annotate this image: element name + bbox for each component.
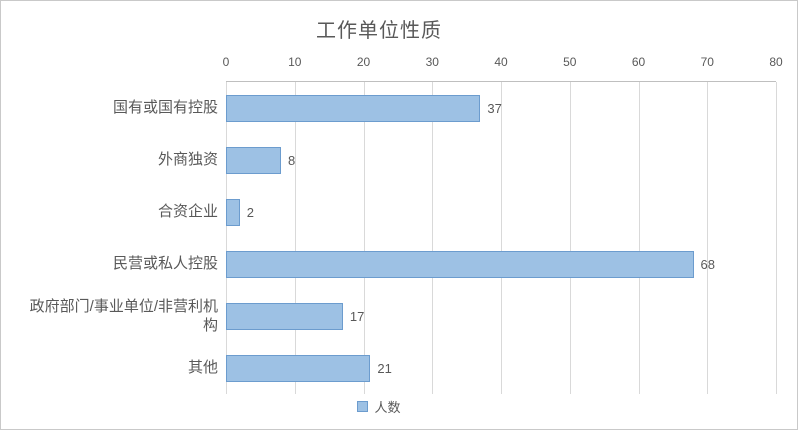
value-label: 21 bbox=[377, 360, 392, 376]
value-label: 2 bbox=[246, 204, 254, 220]
legend: 人数 bbox=[1, 397, 757, 416]
gridline bbox=[638, 82, 640, 394]
x-tick-label: 10 bbox=[288, 55, 302, 69]
category-label: 民营或私人控股 bbox=[112, 255, 218, 273]
x-tick-label: 80 bbox=[769, 55, 783, 69]
gridline bbox=[226, 82, 227, 394]
bar-rows: 国有或国有控股 37 外商独资 8 合资企业 2 民营或私人控股 68 政府部门… bbox=[30, 82, 776, 394]
gridline bbox=[432, 82, 434, 394]
value-label: 8 bbox=[288, 152, 296, 168]
category-label: 其他 bbox=[187, 359, 218, 377]
x-tick-label: 60 bbox=[631, 55, 646, 69]
legend-swatch bbox=[357, 401, 369, 412]
gridline bbox=[569, 82, 571, 394]
category-label: 国有或国有控股 bbox=[112, 99, 218, 117]
gridline bbox=[294, 82, 296, 394]
x-tick-label: 70 bbox=[700, 55, 714, 69]
bar-row: 外商独资 8 bbox=[158, 134, 776, 186]
bar-row: 民营或私人控股 68 bbox=[113, 238, 776, 290]
x-axis: 0 10 20 30 40 50 60 70 80 bbox=[222, 55, 783, 69]
x-tick-label: 30 bbox=[425, 55, 439, 69]
bar-row: 合资企业 2 bbox=[158, 186, 776, 238]
plot-area: 国有或国有控股 37 外商独资 8 合资企业 2 民营或私人控股 68 政府部门… bbox=[30, 81, 777, 394]
category-label: 合资企业 bbox=[157, 203, 218, 221]
x-tick-label: 40 bbox=[494, 55, 508, 69]
gridline bbox=[363, 82, 365, 394]
bar bbox=[226, 250, 694, 278]
bar bbox=[226, 146, 281, 174]
bar bbox=[226, 94, 481, 122]
bar-row: 政府部门/事业单位/非营利机构 17 bbox=[30, 290, 776, 342]
gridline bbox=[707, 82, 709, 394]
x-tick-label: 50 bbox=[563, 55, 577, 69]
legend-label: 人数 bbox=[374, 400, 401, 415]
value-label: 37 bbox=[487, 100, 502, 116]
category-label: 政府部门/事业单位/非营利机构 bbox=[29, 297, 218, 335]
bar bbox=[226, 302, 343, 330]
bar-row: 其他 21 bbox=[188, 342, 776, 394]
category-label: 外商独资 bbox=[157, 151, 218, 169]
gridline bbox=[501, 82, 502, 394]
gridline bbox=[776, 82, 777, 394]
value-label: 68 bbox=[700, 256, 715, 272]
chart-title: 工作单位性质 bbox=[316, 20, 442, 42]
x-tick-label: 20 bbox=[356, 55, 371, 69]
bar-row: 国有或国有控股 37 bbox=[113, 82, 776, 134]
bar bbox=[226, 198, 240, 226]
bar bbox=[226, 354, 371, 382]
value-label: 17 bbox=[349, 308, 365, 324]
x-tick-label: 0 bbox=[222, 55, 230, 69]
